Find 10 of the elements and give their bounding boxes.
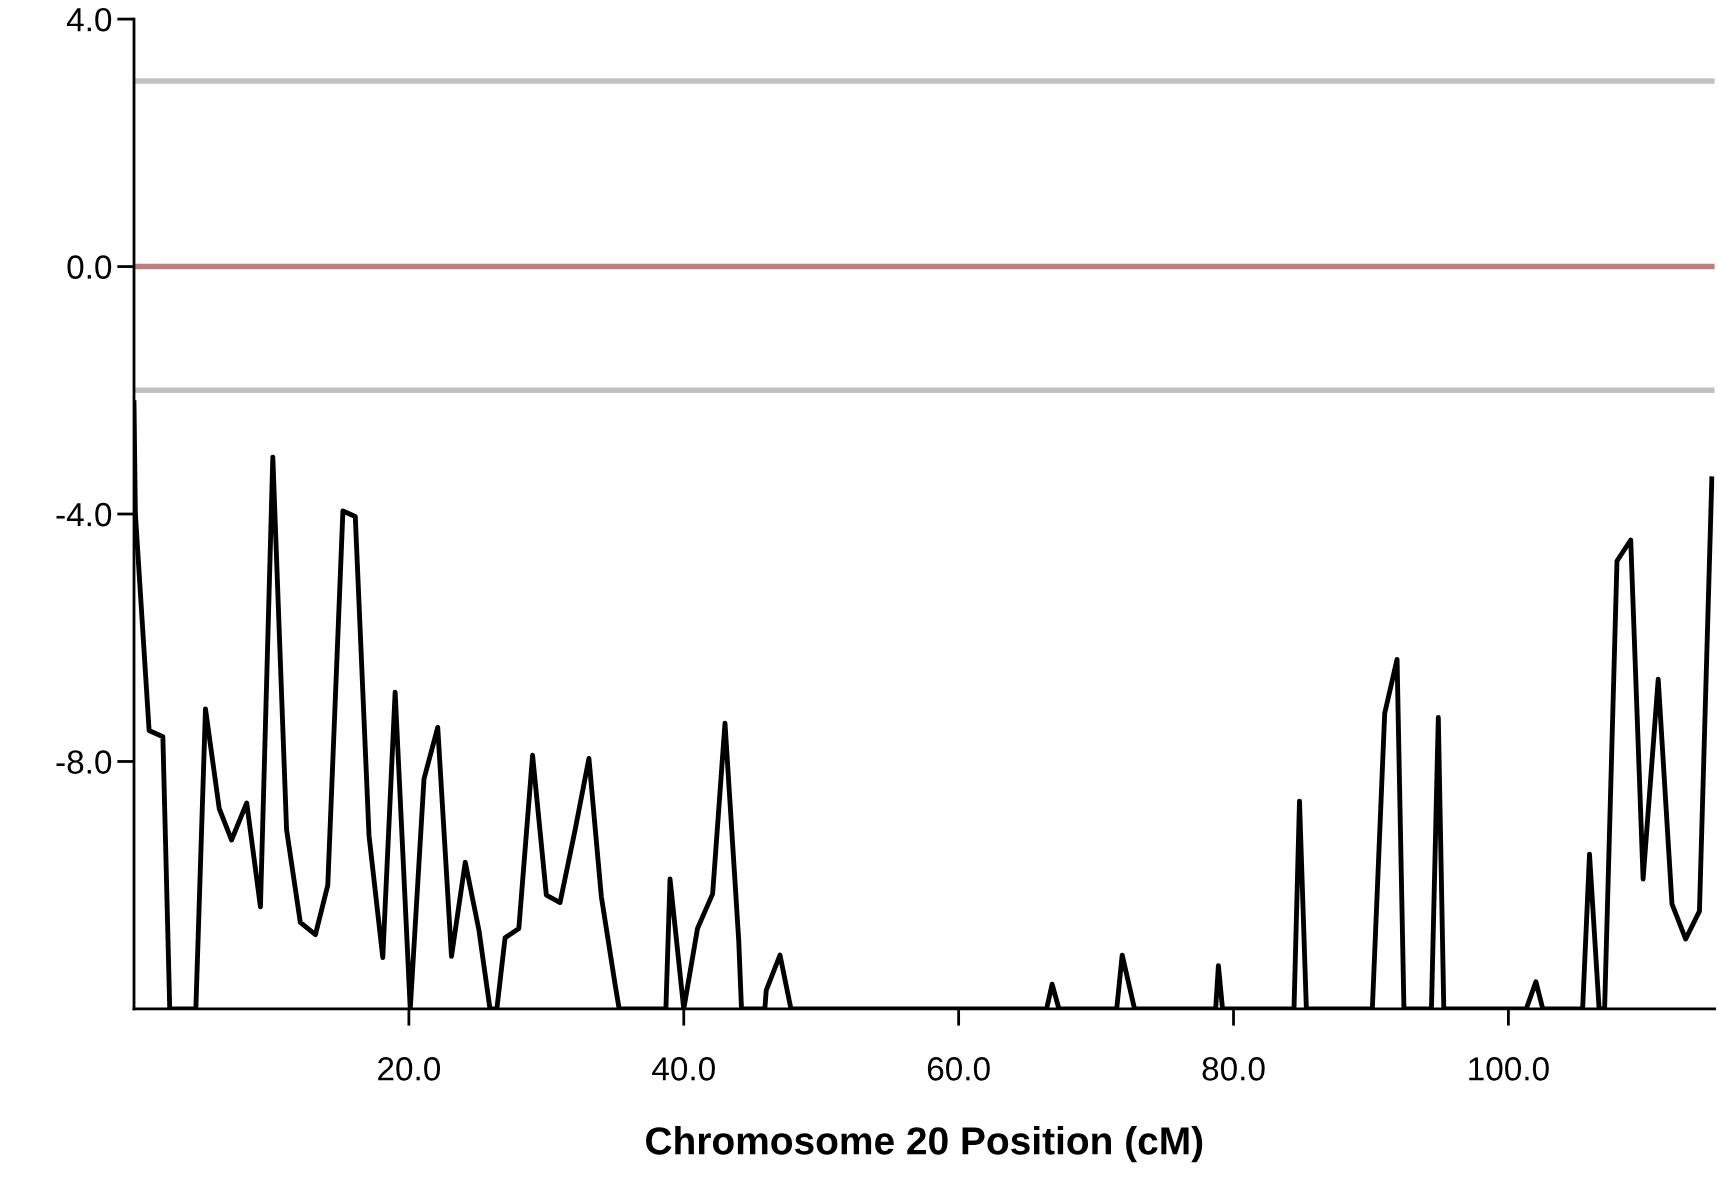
y-tick-label: 0.0 xyxy=(67,255,112,279)
x-tick-label: 20.0 xyxy=(378,1057,441,1081)
y-tick-label: -8.0 xyxy=(56,750,112,774)
x-tick-label: 40.0 xyxy=(652,1057,715,1081)
x-tick-label: 60.0 xyxy=(927,1057,990,1081)
x-tick-label: 100.0 xyxy=(1469,1057,1549,1081)
x-axis-title: Chromosome 20 Position (cM) xyxy=(646,1126,1203,1163)
y-tick-label: 4.0 xyxy=(66,7,112,32)
x-tick-label: 80.0 xyxy=(1202,1057,1265,1081)
y-tick-label: -4.0 xyxy=(56,502,112,527)
